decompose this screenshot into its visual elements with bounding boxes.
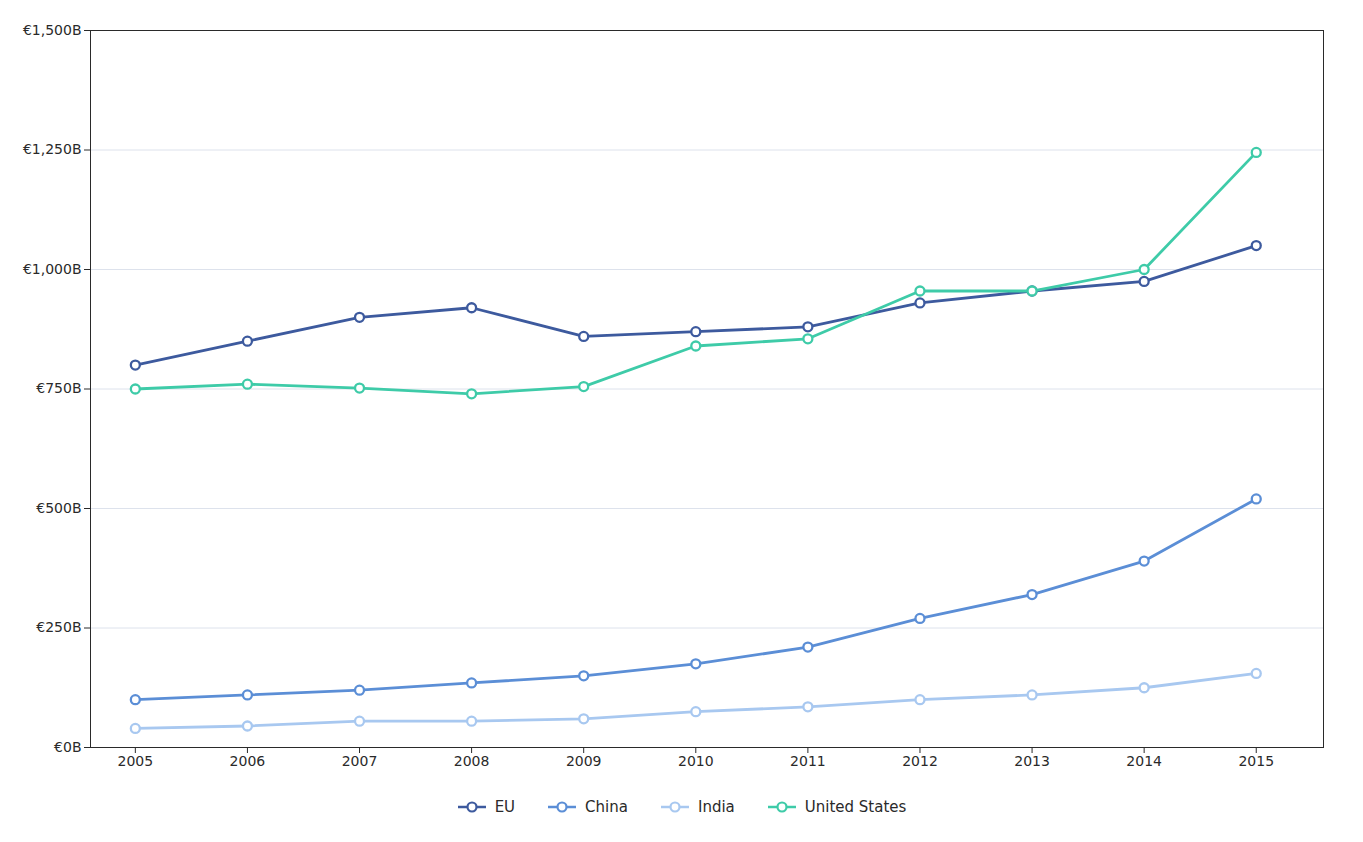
svg-text:2013: 2013 bbox=[1014, 753, 1050, 769]
svg-text:2014: 2014 bbox=[1126, 753, 1162, 769]
svg-text:€1,000B: €1,000B bbox=[23, 261, 82, 277]
svg-text:€1,500B: €1,500B bbox=[23, 22, 82, 38]
svg-text:2007: 2007 bbox=[342, 753, 378, 769]
svg-text:2008: 2008 bbox=[454, 753, 490, 769]
svg-text:€750B: €750B bbox=[36, 380, 81, 396]
html-text:EU: EU bbox=[494, 798, 516, 816]
svg-text:2010: 2010 bbox=[678, 753, 714, 769]
svg-text:€0B: €0B bbox=[54, 739, 81, 755]
svg-text:€1,250B: €1,250B bbox=[23, 141, 82, 157]
svg-text:2005: 2005 bbox=[118, 753, 154, 769]
svg-text:2006: 2006 bbox=[230, 753, 266, 769]
svg-text:2012: 2012 bbox=[902, 753, 938, 769]
svg-text:2015: 2015 bbox=[1238, 753, 1274, 769]
html-text:United States: United States bbox=[804, 798, 907, 816]
svg-text:€250B: €250B bbox=[36, 619, 81, 635]
svg-text:€500B: €500B bbox=[36, 500, 81, 516]
html-text:China: China bbox=[585, 798, 628, 816]
html-text:India: India bbox=[698, 798, 735, 816]
svg-text:2011: 2011 bbox=[790, 753, 826, 769]
svg-text:2009: 2009 bbox=[566, 753, 602, 769]
